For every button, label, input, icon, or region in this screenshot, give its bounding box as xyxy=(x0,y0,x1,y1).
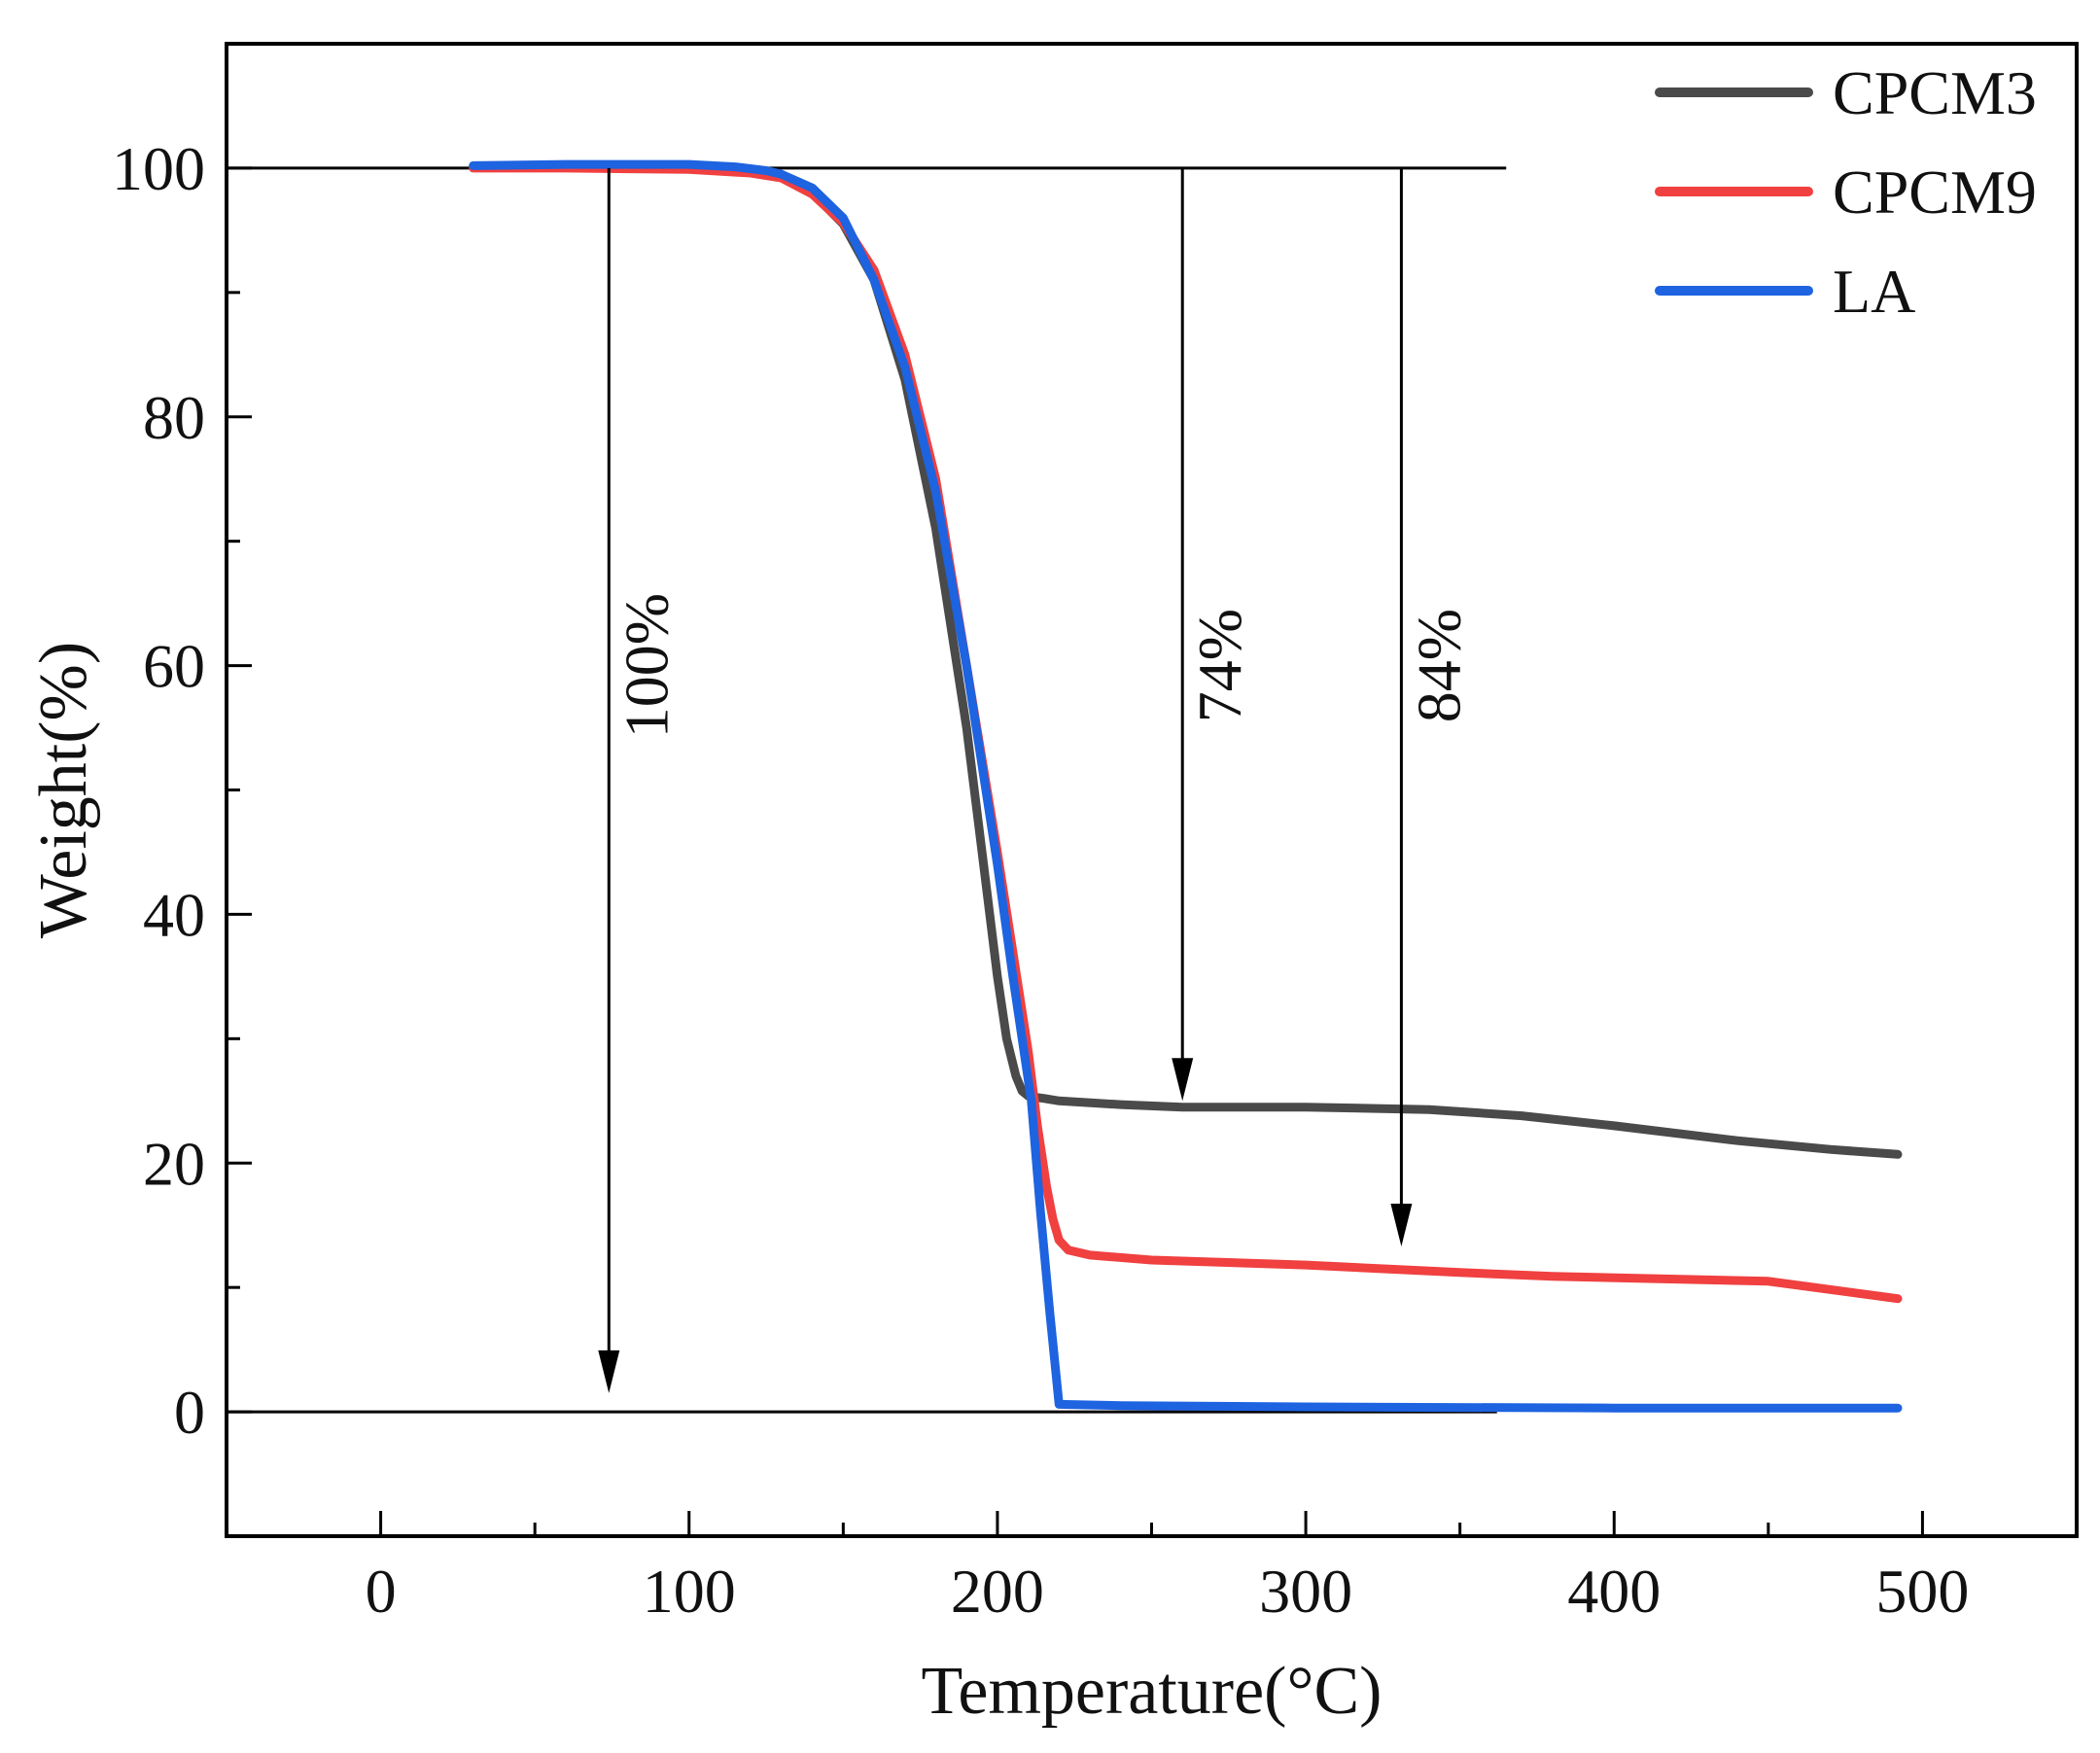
x-tick-label: 400 xyxy=(1567,1557,1661,1626)
y-tick-label: 40 xyxy=(143,880,205,949)
annotation-arrowhead-74 xyxy=(1172,1058,1194,1102)
y-tick-label: 100 xyxy=(112,134,205,203)
x-tick-label: 100 xyxy=(643,1557,736,1626)
y-tick-label: 20 xyxy=(143,1129,205,1198)
x-tick-label: 200 xyxy=(951,1557,1044,1626)
x-axis-title: Temperature(°C) xyxy=(922,1654,1382,1729)
series-line-cpcm9 xyxy=(469,163,1903,1304)
y-tick-label: 80 xyxy=(143,383,205,452)
legend-label-cpcm3: CPCM3 xyxy=(1833,58,2037,127)
legend-label-la: LA xyxy=(1833,257,1915,326)
annotation-arrowhead-84 xyxy=(1390,1203,1413,1246)
annotation-arrowhead-100 xyxy=(598,1350,620,1393)
annotation-label-74: 74% xyxy=(1185,609,1254,722)
y-axis-title: Weight(%) xyxy=(26,642,101,938)
series-line-la xyxy=(469,159,1903,1413)
x-tick-label: 0 xyxy=(366,1557,397,1626)
legend-label-cpcm9: CPCM9 xyxy=(1833,158,2037,227)
x-tick-label: 500 xyxy=(1875,1557,1969,1626)
x-tick-label: 300 xyxy=(1259,1557,1352,1626)
plot-frame xyxy=(225,42,2079,1538)
y-tick-label: 0 xyxy=(174,1378,205,1447)
y-tick-label: 60 xyxy=(143,632,205,701)
annotation-label-100: 100% xyxy=(612,593,681,738)
annotation-label-84: 84% xyxy=(1404,609,1473,722)
